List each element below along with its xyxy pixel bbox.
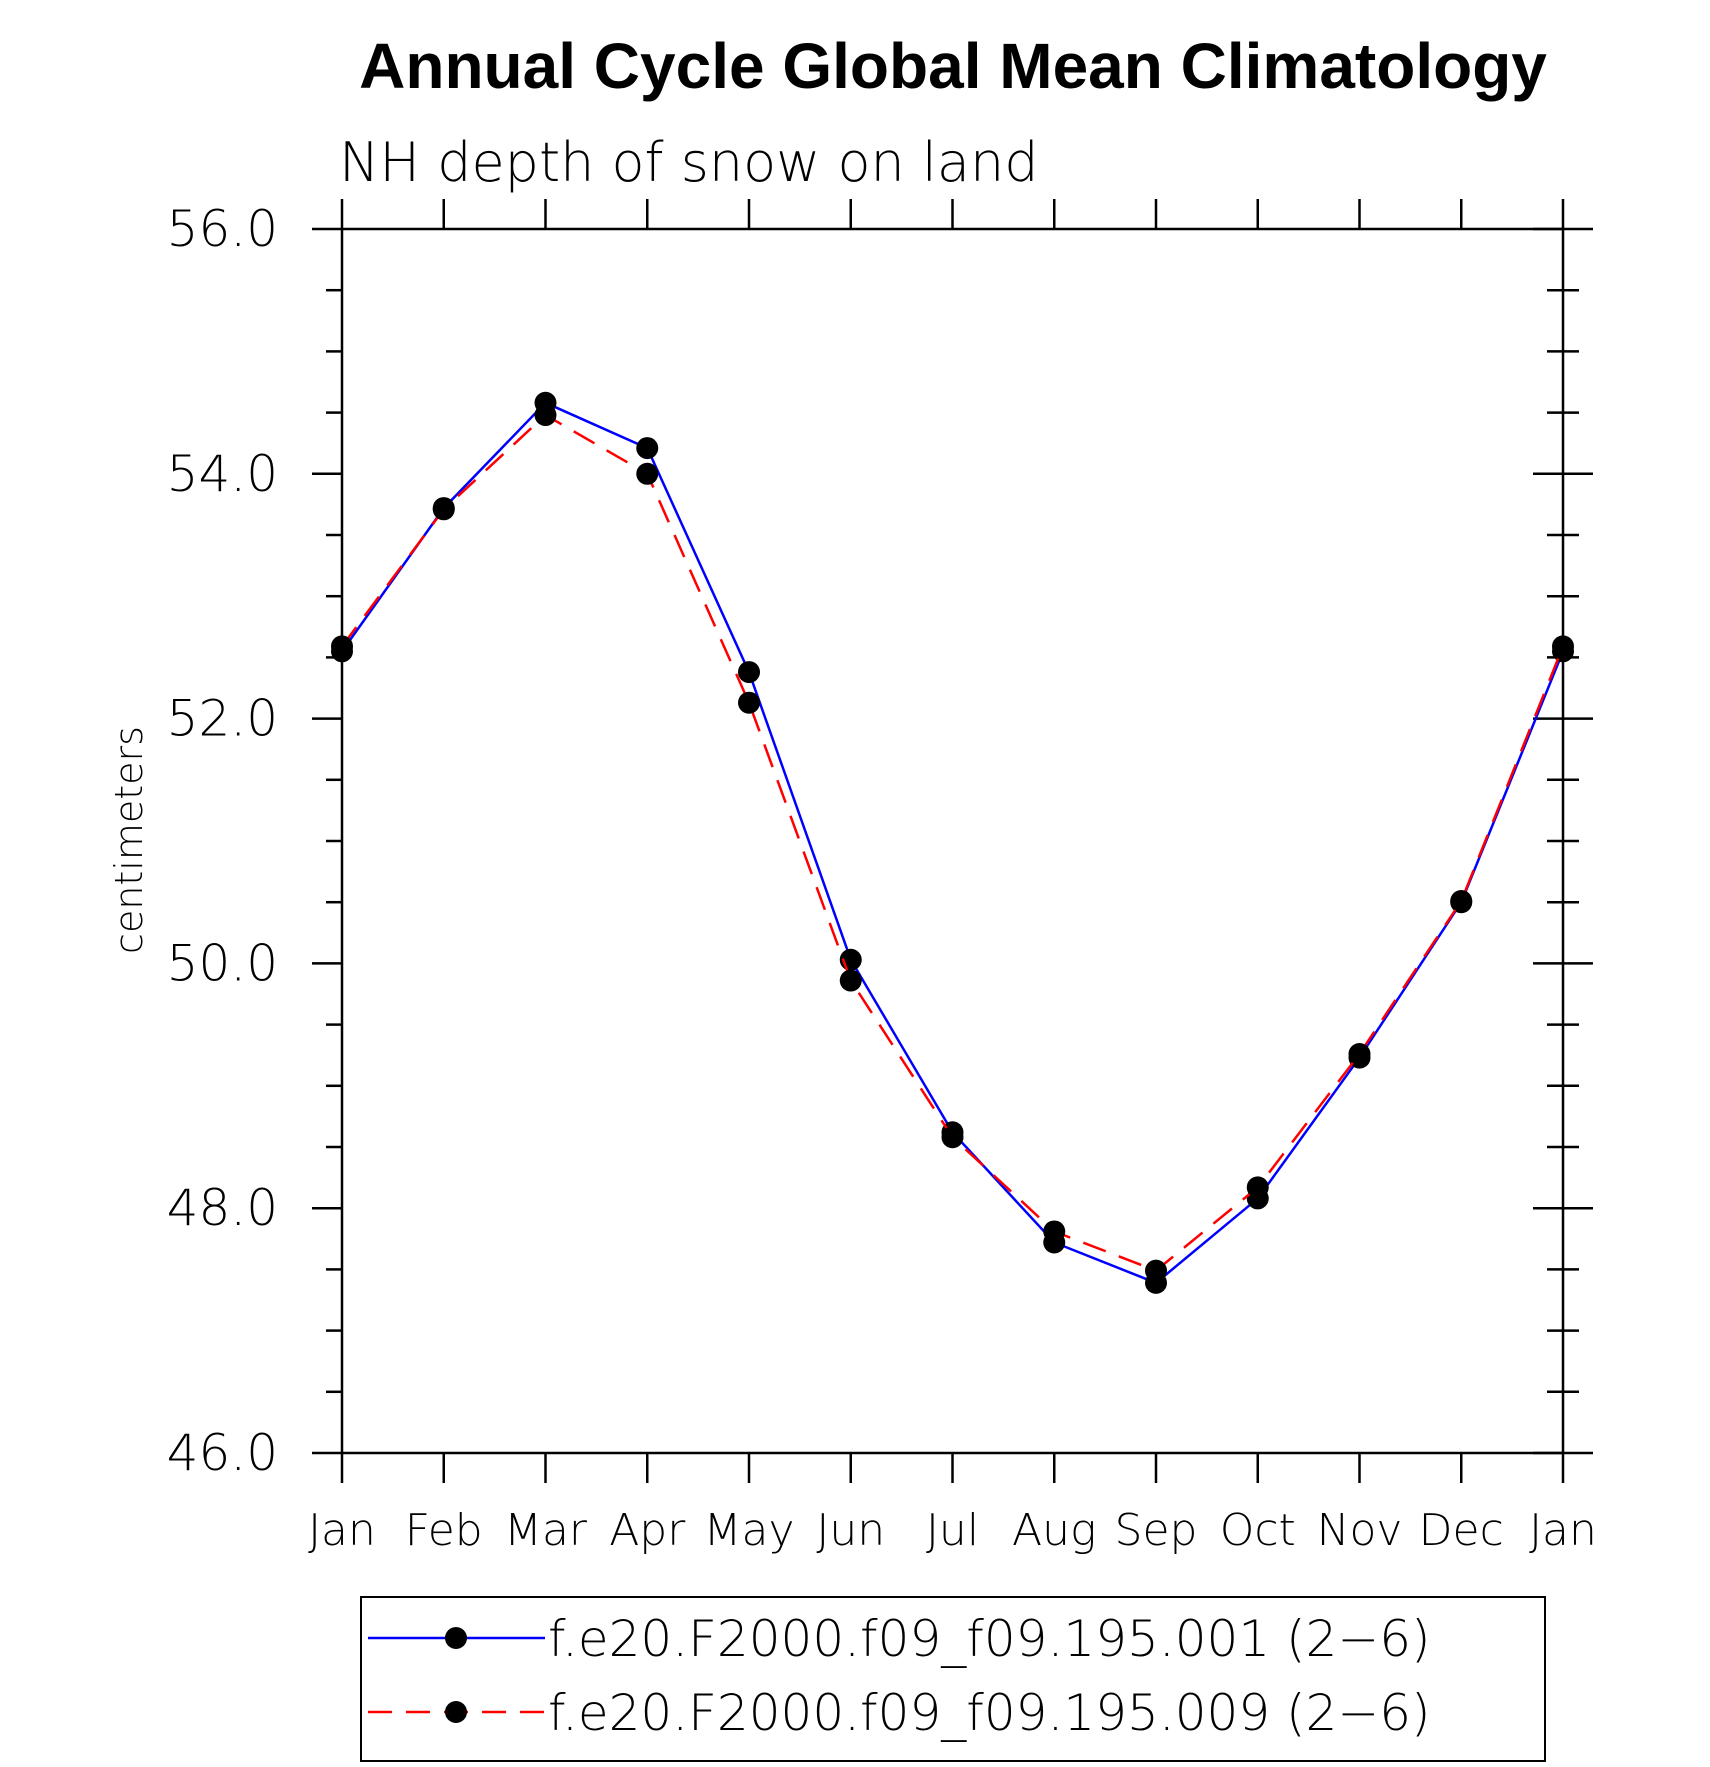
data-point	[1145, 1259, 1167, 1282]
plot-frame	[340, 227, 1565, 1455]
data-point	[1552, 635, 1574, 658]
chart-title: Annual Cycle Global Mean Climatology	[359, 30, 1547, 102]
data-point	[534, 404, 557, 427]
x-tick-label: Aug	[1012, 1505, 1096, 1556]
data-point	[1246, 1176, 1269, 1199]
x-tick-label: Jan	[308, 1505, 376, 1556]
x-tick-label: May	[704, 1505, 795, 1556]
x-tick-label: Mar	[504, 1505, 588, 1556]
data-point	[941, 1126, 964, 1149]
y-tick-label: 56.0	[167, 200, 278, 258]
series-1-line	[340, 401, 1565, 1285]
data-point	[331, 635, 353, 658]
x-tick-label: Nov	[1317, 1505, 1403, 1556]
x-tick-label: Apr	[609, 1505, 686, 1556]
data-series	[331, 391, 1574, 1294]
legend-marker-series-1	[445, 1627, 467, 1649]
x-tick-label: Jan	[1529, 1505, 1597, 1556]
data-point	[839, 969, 862, 992]
y-tick-label: 54.0	[167, 445, 278, 503]
x-tick-label: Feb	[405, 1505, 483, 1556]
x-tick-label: Jun	[816, 1505, 885, 1556]
x-tick-label: Oct	[1220, 1505, 1296, 1556]
x-tick-label: Jul	[926, 1505, 979, 1556]
data-point	[738, 661, 760, 684]
data-point	[1043, 1220, 1066, 1243]
y-tick-label: 46.0	[167, 1424, 278, 1482]
y-tick-label: 48.0	[167, 1179, 278, 1237]
y-axis-ticks: 46.0 48.0 50.0 52.0 54.0 56.0	[167, 200, 1593, 1482]
legend-label-series-2: f.e20.F2000.f09_f09.195.009 (2−6)	[548, 1684, 1431, 1742]
y-tick-label: 52.0	[167, 690, 278, 748]
x-tick-label: Dec	[1419, 1505, 1504, 1556]
x-tick-label: Sep	[1115, 1505, 1198, 1556]
legend: f.e20.F2000.f09_f09.195.001 (2−6) f.e20.…	[360, 1596, 1546, 1762]
y-tick-label: 50.0	[167, 934, 278, 992]
data-point	[1450, 889, 1473, 912]
data-point	[1348, 1042, 1371, 1065]
data-point	[636, 437, 659, 460]
legend-marker-series-2	[445, 1701, 467, 1723]
legend-box	[360, 1596, 1546, 1762]
chart-subtitle: NH depth of snow on land	[339, 131, 1038, 194]
plot-axes	[340, 227, 1565, 1455]
series-1	[331, 391, 1574, 1294]
x-axis-ticks: Jan Feb Mar Apr May Jun Jul Aug Sep Oct Nov Dec Jan	[308, 199, 1597, 1556]
series-2	[331, 404, 1574, 1282]
data-point	[432, 498, 455, 521]
data-point	[738, 691, 760, 714]
data-point	[636, 462, 659, 485]
legend-label-series-1: f.e20.F2000.f09_f09.195.001 (2−6)	[548, 1610, 1431, 1668]
y-axis-label: centimeters	[107, 726, 151, 954]
